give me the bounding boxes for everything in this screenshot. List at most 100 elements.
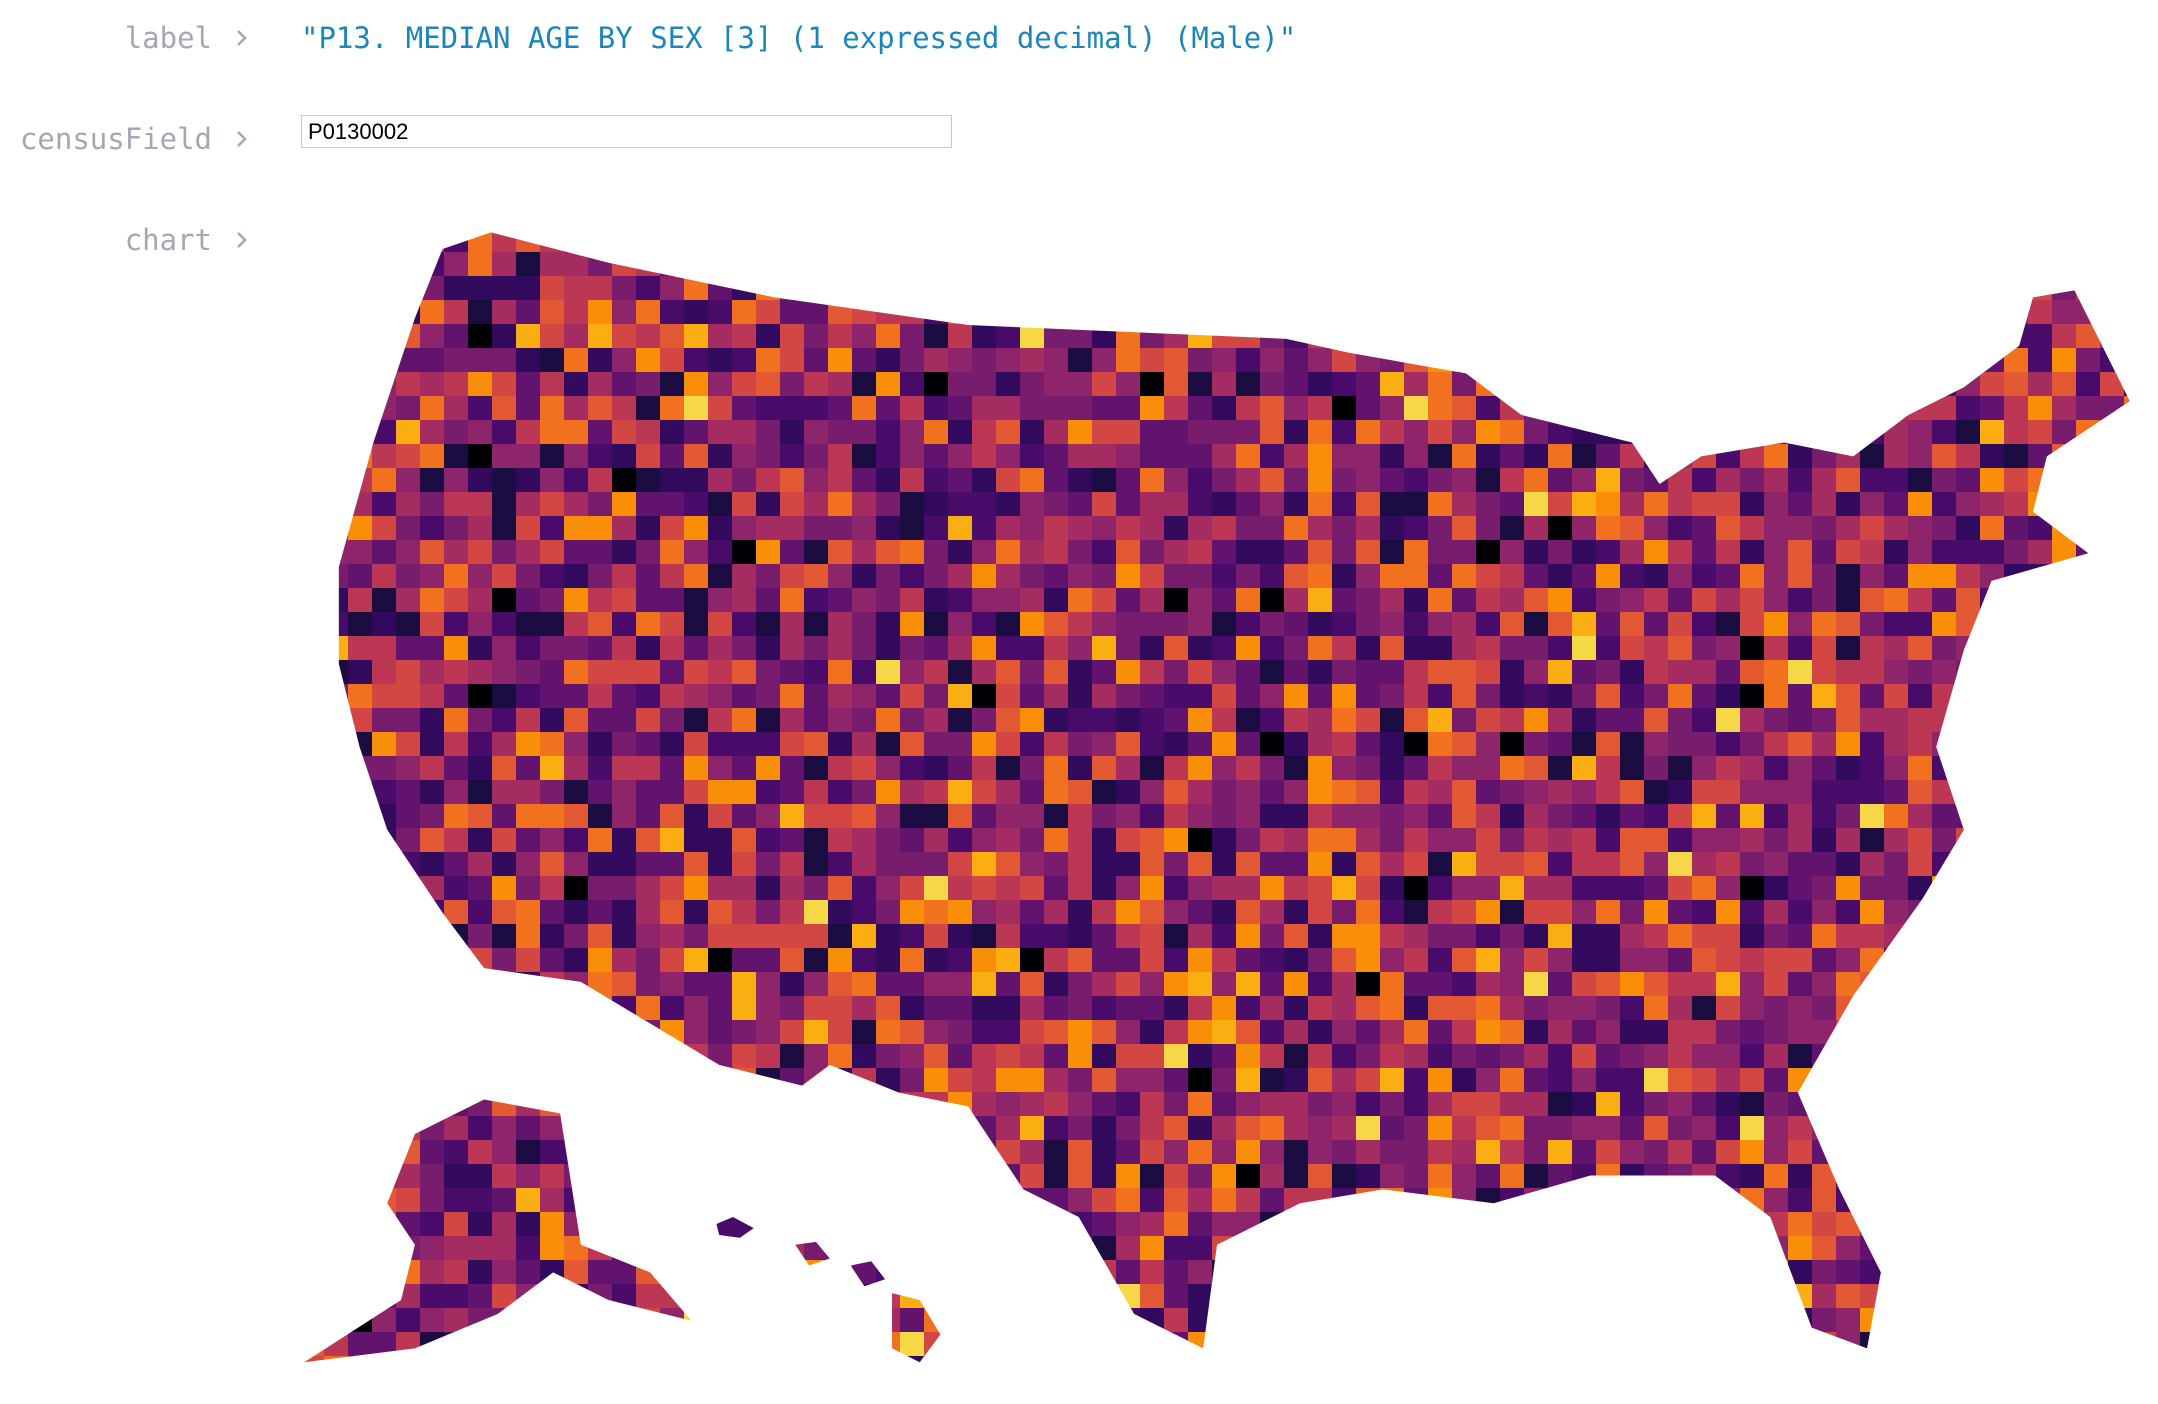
county xyxy=(804,1284,829,1309)
county xyxy=(1428,348,1453,373)
county xyxy=(1236,1284,1261,1309)
county xyxy=(780,1284,805,1309)
county xyxy=(1212,540,1237,565)
county xyxy=(1380,324,1405,349)
county xyxy=(1740,1044,1765,1069)
county xyxy=(304,828,325,853)
county xyxy=(1980,1260,2005,1285)
county xyxy=(1956,300,1981,325)
county xyxy=(1260,1188,1285,1213)
county xyxy=(1860,420,1885,445)
county xyxy=(348,1068,373,1093)
county xyxy=(828,588,853,613)
county xyxy=(1500,948,1525,973)
county xyxy=(1116,1020,1141,1045)
county xyxy=(924,660,949,685)
county xyxy=(1332,492,1357,517)
county xyxy=(2100,372,2125,397)
county xyxy=(996,1044,1021,1069)
county xyxy=(1716,1140,1741,1165)
county xyxy=(588,1284,613,1309)
county xyxy=(1452,324,1477,349)
county xyxy=(1260,540,1285,565)
county xyxy=(1164,684,1189,709)
county xyxy=(1020,564,1045,589)
county xyxy=(1116,252,1141,277)
county xyxy=(1980,468,2005,493)
county xyxy=(1116,1212,1141,1237)
county xyxy=(1284,1260,1309,1285)
county xyxy=(948,540,973,565)
county xyxy=(2052,804,2077,829)
county xyxy=(2076,1188,2101,1213)
county xyxy=(1884,276,1909,301)
county xyxy=(876,708,901,733)
county xyxy=(1836,564,1861,589)
chevron[interactable] xyxy=(232,18,252,58)
county xyxy=(1620,1020,1645,1045)
county xyxy=(996,372,1021,397)
county xyxy=(1164,732,1189,757)
county xyxy=(2100,780,2125,805)
county xyxy=(1596,996,1621,1021)
county xyxy=(1092,828,1117,853)
county xyxy=(1404,588,1429,613)
county xyxy=(1644,1212,1669,1237)
county xyxy=(1500,420,1525,445)
county xyxy=(1428,1284,1453,1309)
county xyxy=(660,564,685,589)
county xyxy=(1668,372,1693,397)
county xyxy=(660,732,685,757)
county xyxy=(708,1356,733,1363)
county xyxy=(588,948,613,973)
county xyxy=(1476,468,1501,493)
county xyxy=(1980,1284,2005,1309)
county xyxy=(468,636,493,661)
county xyxy=(1140,1020,1165,1045)
county xyxy=(1668,636,1693,661)
county xyxy=(1884,948,1909,973)
county xyxy=(1116,372,1141,397)
county xyxy=(612,444,637,469)
county xyxy=(924,252,949,277)
county xyxy=(1812,732,1837,757)
county xyxy=(1188,1212,1213,1237)
county xyxy=(1596,1068,1621,1093)
county xyxy=(780,420,805,445)
county xyxy=(1836,396,1861,421)
county xyxy=(804,924,829,949)
county xyxy=(348,852,373,877)
county xyxy=(348,1164,373,1189)
county xyxy=(876,996,901,1021)
county xyxy=(1260,1068,1285,1093)
county xyxy=(2076,232,2101,253)
county xyxy=(1836,468,1861,493)
county xyxy=(1860,516,1885,541)
county xyxy=(1980,300,2005,325)
county xyxy=(588,540,613,565)
county xyxy=(1116,300,1141,325)
county xyxy=(1044,1212,1069,1237)
county xyxy=(420,780,445,805)
county xyxy=(708,804,733,829)
county xyxy=(948,300,973,325)
county xyxy=(304,660,325,685)
county xyxy=(420,852,445,877)
county xyxy=(588,396,613,421)
county xyxy=(1284,1332,1309,1357)
county xyxy=(1356,1116,1381,1141)
chevron[interactable] xyxy=(232,220,252,260)
county xyxy=(1188,876,1213,901)
county xyxy=(396,948,421,973)
text-input[interactable]: P0130002 xyxy=(301,115,952,148)
county xyxy=(1428,444,1453,469)
county xyxy=(588,420,613,445)
county xyxy=(1044,468,1069,493)
county xyxy=(588,1044,613,1069)
county xyxy=(1308,1116,1333,1141)
county xyxy=(1764,468,1789,493)
chevron[interactable] xyxy=(232,119,252,159)
county xyxy=(2028,420,2053,445)
county xyxy=(372,924,397,949)
county xyxy=(1596,636,1621,661)
